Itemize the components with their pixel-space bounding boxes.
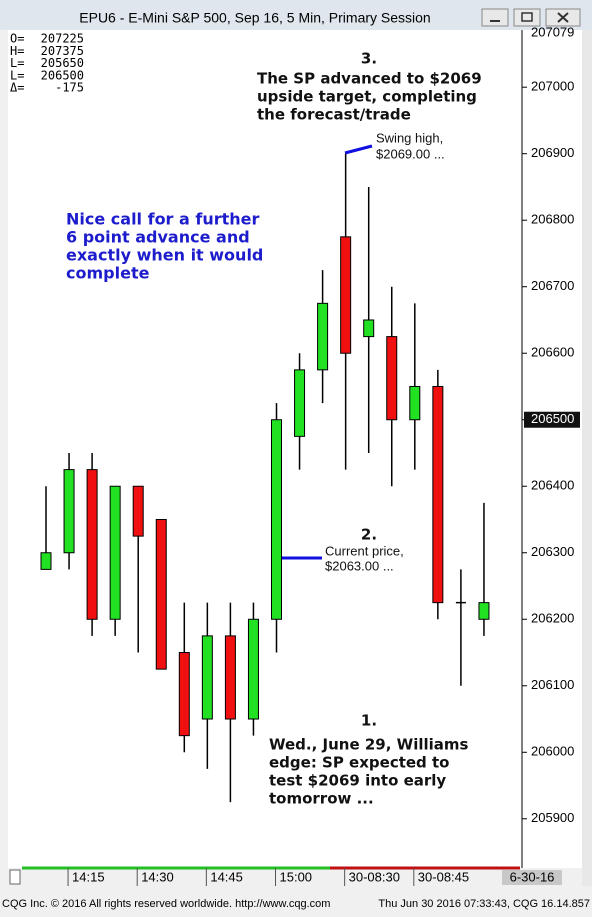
y-tick-label: 206900 [531, 145, 574, 160]
price-highlight [524, 411, 580, 428]
y-tick-label: 206500 [531, 411, 574, 426]
annotation: Wed., June 29, Williams [269, 736, 469, 754]
maximize-icon [521, 12, 533, 22]
scroll-button[interactable] [9, 869, 21, 885]
info-value: 207375 [41, 44, 84, 58]
footer-right: Thu Jun 30 2016 07:33:43, CQG 16.14.857 [378, 898, 590, 910]
candle-body [132, 485, 144, 537]
annotation-number: 1. [361, 712, 377, 730]
pointer-line [344, 144, 373, 155]
info-value: 205650 [41, 56, 84, 70]
candle-body [317, 302, 329, 371]
window-title: EPU6 - E-Mini S&P 500, Sep 16, 5 Min, Pr… [79, 10, 430, 26]
annotation: Nice call for a further [66, 210, 260, 229]
annotation: Current price, [325, 543, 404, 558]
info-label: L= [10, 68, 24, 82]
x-tick-label: 14:45 [210, 869, 243, 884]
y-tick-label: 206300 [531, 544, 574, 559]
price-axis [522, 30, 582, 868]
info-box: O= 207225 H= 207375 L= 205650 L= 206500 Δ= -175 [8, 31, 86, 97]
candle-body [40, 552, 52, 570]
candle-body [201, 635, 213, 720]
candle-body [109, 485, 121, 620]
annotation: The SP advanced to $2069 [257, 70, 482, 88]
candle-body [63, 469, 75, 554]
y-tick-label: 206000 [531, 744, 574, 759]
footer-left: CQG Inc. © 2016 All rights reserved worl… [2, 898, 330, 910]
y-tick-label: 206100 [531, 677, 574, 692]
x-tick-label: 30-08:30 [349, 869, 400, 884]
candle-body [386, 336, 398, 421]
close-icon [557, 12, 569, 23]
candle-body [340, 236, 352, 354]
annotation: 6 point advance and [66, 228, 250, 247]
annotation: upside target, completing [257, 88, 477, 106]
info-value: 206500 [41, 68, 84, 82]
info-label: O= [10, 32, 24, 46]
annotation: complete [66, 264, 150, 283]
y-tick-label: 206400 [531, 478, 574, 493]
candle-body [478, 602, 490, 620]
candle-body [247, 618, 259, 720]
info-label: H= [10, 44, 24, 58]
info-value: -175 [55, 81, 84, 95]
candle-body [409, 385, 421, 421]
x-tick-label: 14:30 [141, 869, 174, 884]
candle-body [155, 518, 167, 670]
annotation-number: 3. [361, 50, 377, 68]
y-tick-label: 207000 [531, 79, 574, 94]
y-tick-label: 206600 [531, 345, 574, 360]
time-axis [8, 868, 582, 886]
date-label: 6-30-16 [510, 869, 555, 884]
annotation: $2063.00 ... [325, 558, 394, 573]
annotation: Swing high, [376, 130, 443, 145]
candle-body [294, 369, 306, 437]
minimize-button[interactable] [481, 8, 509, 27]
candle-body [363, 319, 375, 338]
maximize-button[interactable] [513, 8, 541, 27]
info-bg [8, 31, 86, 97]
annotation-number: 2. [361, 526, 377, 544]
y-tick-label: 206800 [531, 212, 574, 227]
x-tick-label: 15:00 [280, 869, 313, 884]
annotation: $2069.00 ... [376, 146, 445, 161]
candle-body [86, 469, 98, 620]
candle-body [224, 635, 236, 720]
side-border [582, 30, 592, 886]
annotation: tomorrow ... [269, 790, 374, 808]
date-box [502, 870, 562, 885]
annotation: edge: SP expected to [269, 754, 450, 772]
annotation: the forecast/trade [257, 106, 411, 124]
top-cut-label: 207079 [531, 24, 574, 39]
annotation: exactly when it would [66, 246, 263, 265]
candle-body [432, 385, 444, 604]
x-tick-label: 30-08:45 [418, 869, 469, 884]
info-label: Δ= [10, 81, 24, 95]
annotation: test $2069 into early [269, 772, 446, 790]
candle-body [271, 419, 282, 620]
info-label: L= [10, 56, 24, 70]
info-value: 207225 [41, 32, 84, 46]
candle-body [178, 652, 190, 737]
y-tick-label: 206700 [531, 278, 574, 293]
y-tick-label: 206200 [531, 611, 574, 626]
y-tick-label: 205900 [531, 810, 574, 825]
x-tick-label: 14:15 [72, 869, 105, 884]
